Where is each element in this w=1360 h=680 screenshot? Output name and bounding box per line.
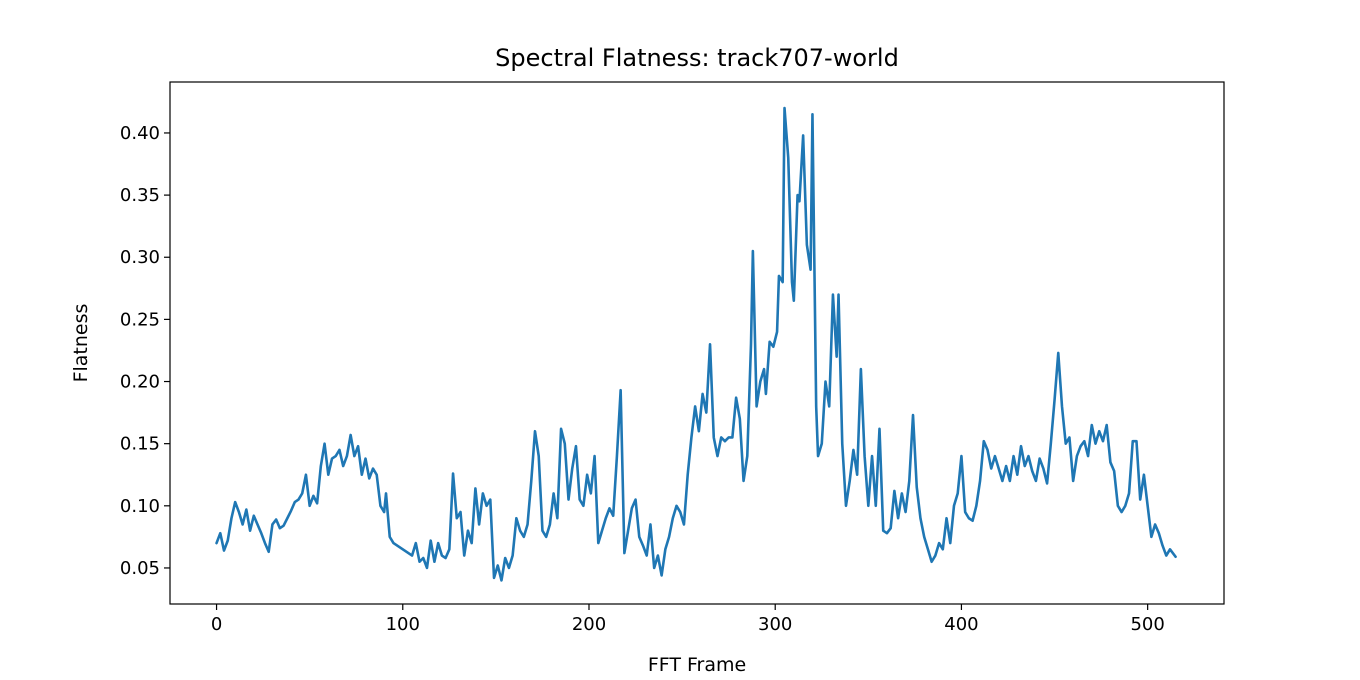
y-tick-label: 0.10	[120, 496, 160, 517]
x-tick-label: 0	[211, 614, 222, 635]
x-tick-label: 400	[944, 614, 978, 635]
y-tick-label: 0.15	[120, 434, 160, 455]
x-tick-label: 100	[386, 614, 420, 635]
y-tick-label: 0.25	[120, 309, 160, 330]
series-line	[215, 106, 1177, 582]
x-axis: 0 100 200 300 400 500	[211, 604, 1165, 635]
y-tick-label: 0.35	[120, 185, 160, 206]
y-tick-label: 0.40	[120, 123, 160, 144]
chart-title: Spectral Flatness: track707-world	[495, 44, 899, 72]
x-tick-label: 500	[1130, 614, 1164, 635]
x-tick-label: 200	[572, 614, 606, 635]
y-tick-label: 0.05	[120, 558, 160, 579]
y-tick-label: 0.20	[120, 372, 160, 393]
x-axis-label: FFT Frame	[648, 654, 746, 676]
y-axis: 0.05 0.10 0.15 0.20 0.25 0.30 0.35 0.40	[120, 123, 170, 579]
data-layer	[215, 106, 1177, 582]
y-tick-label: 0.30	[120, 247, 160, 268]
axes-frame	[169, 81, 1225, 605]
y-axis-label: Flatness	[70, 304, 92, 383]
plot-area	[169, 81, 1225, 605]
x-tick-label: 300	[758, 614, 792, 635]
